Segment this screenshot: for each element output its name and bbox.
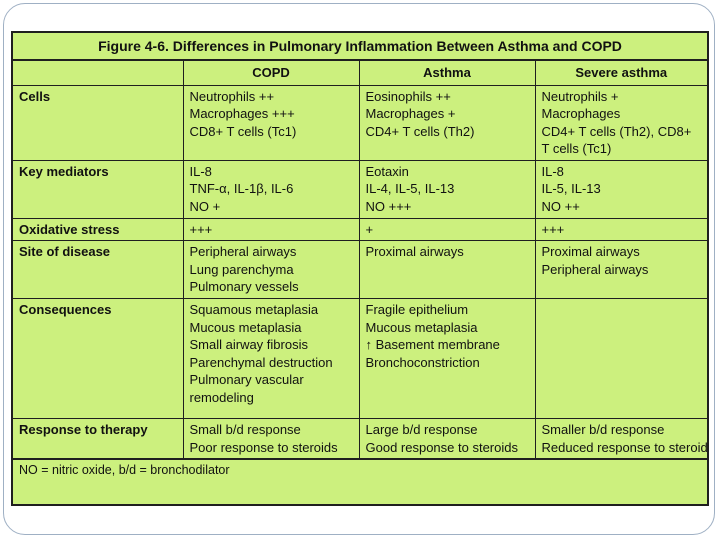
cell-line: Neutrophils ++ [189,88,275,104]
cell-line: Smaller b/d response [541,422,665,438]
cell-line: Eosinophils ++ [365,88,451,104]
cell-line: Pulmonary vessels [189,279,299,295]
cell-line: Squamous metaplasia [189,302,319,318]
row-label: Key mediators [13,159,184,219]
cell-line: Eotaxin [365,163,409,179]
cell-asthma: Eosinophils ++ Macrophages + CD4+ T cells … [358,84,536,161]
cell-line: Small airway fibrosis [189,337,308,353]
cell-line: Lung parenchyma [189,261,294,277]
figure-title: Figure 4-6. Differences in Pulmonary Inf… [13,33,707,61]
cell-line: Good response to steroids [365,439,518,455]
cell-severe [534,298,707,420]
header-copd: COPD [182,61,360,86]
cell-line: Macrophages [541,106,621,122]
table-row: Site of disease Peripheral airways Lung pa… [13,240,707,300]
cell-line: Large b/d response [365,422,478,438]
cell-severe: Smaller b/d response Reduced response to … [534,418,708,461]
cell-asthma: Large b/d response Good response to stero… [358,418,536,461]
cell-line: ↑ Basement membrane [365,337,500,353]
cell-line: Macrophages + [365,106,456,122]
comparison-table: COPD Asthma Severe asthma Cells Neutrophi… [13,61,708,461]
row-label: Response to therapy [13,418,184,461]
table-row: Cells Neutrophils ++ Macrophages +++ CD8+ T… [13,84,707,161]
header-cell-empty [13,61,184,86]
row-label: Consequences [13,298,184,420]
cell-line: CD4+ T cells (Th2) [365,123,475,139]
cell-severe: +++ [534,217,707,242]
cell-copd: IL-8 TNF-α, IL-1β, IL-6 NO + [182,159,360,219]
cell-line: Proximal airways [365,244,464,260]
cell-line: Small b/d response [189,422,301,438]
cell-line: IL-4, IL-5, IL-13 [365,181,455,197]
cell-line: Mucous metaplasia [365,319,478,335]
cell-line: TNF-α, IL-1β, IL-6 [189,181,294,197]
row-label: Oxidative stress [13,217,184,242]
cell-copd: Neutrophils ++ Macrophages +++ CD8+ T cell… [182,84,360,161]
cell-asthma: Proximal airways [358,240,536,300]
cell-line: remodeling [189,390,254,405]
row-label: Site of disease [13,240,184,300]
cell-line: CD4+ T cells (Th2), CD8+ T cells (Tc1) [541,123,692,157]
cell-line: IL-5, IL-13 [541,181,601,197]
cell-line: Peripheral airways [541,261,649,277]
cell-line: Proximal airways [541,244,640,260]
header-row: COPD Asthma Severe asthma [13,61,707,86]
cell-line: IL-8 [541,163,564,179]
cell-severe: IL-8 IL-5, IL-13 NO ++ [534,159,707,219]
cell-line: Fragile epithelium [365,302,469,318]
comparison-figure: Figure 4-6. Differences in Pulmonary Inf… [11,31,709,506]
cell-copd: +++ [182,217,360,242]
cell-line: Bronchoconstriction [365,354,480,370]
header-asthma: Asthma [358,61,536,86]
cell-line: IL-8 [189,163,212,179]
table-row: Consequences Squamous metaplasia Mucous me… [13,298,707,420]
header-severe-asthma: Severe asthma [534,61,707,86]
footnote: NO = nitric oxide, b/d = bronchodilator [19,463,230,478]
cell-line: + [365,221,374,237]
cell-line: CD8+ T cells (Tc1) [189,123,297,139]
cell-line: NO +++ [365,199,412,215]
cell-severe: Neutrophils + Macrophages CD4+ T cells (Th… [534,84,707,161]
cell-line: Pulmonary vascular [189,372,304,388]
cell-severe: Proximal airways Peripheral airways [534,240,707,300]
table-row: Response to therapy Small b/d response Poo… [13,418,708,461]
cell-line: +++ [541,221,565,237]
cell-asthma: Fragile epithelium Mucous metaplasia ↑ Bas… [358,298,536,420]
cell-line: NO + [189,199,221,215]
cell-line: Parenchymal destruction [189,354,333,370]
cell-copd: Peripheral airways Lung parenchyma Pulmona… [182,240,360,300]
cell-line: Mucous metaplasia [189,319,302,335]
cell-asthma: Eotaxin IL-4, IL-5, IL-13 NO +++ [358,159,536,219]
table-row: Oxidative stress +++ + +++ [13,217,707,242]
cell-line: Peripheral airways [189,244,297,260]
cell-line: +++ [189,221,213,237]
cell-asthma: + [358,217,536,242]
cell-line: Neutrophils + [541,88,619,104]
cell-line: Macrophages +++ [189,106,295,122]
table-row: Key mediators IL-8 TNF-α, IL-1β, IL-6 NO + E… [13,159,707,219]
cell-line: Poor response to steroids [189,439,338,455]
cell-copd: Squamous metaplasia Mucous metaplasia Smal… [182,298,360,420]
row-label: Cells [13,84,184,161]
cell-line: Reduced response to steroids [541,439,708,455]
cell-copd: Small b/d response Poor response to stero… [182,418,360,461]
cell-line: NO ++ [541,199,580,215]
